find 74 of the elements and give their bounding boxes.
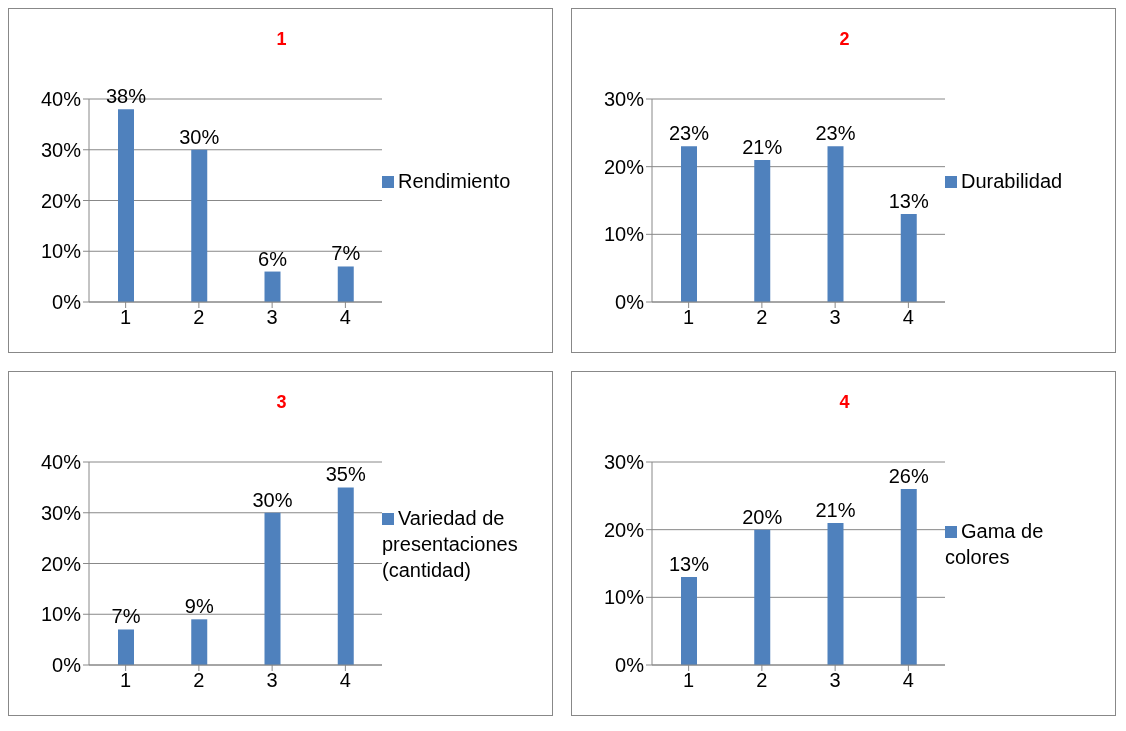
bar	[337, 487, 354, 665]
y-tick-label: 10%	[603, 586, 645, 609]
data-label: 26%	[888, 465, 929, 488]
y-tick-label: 10%	[603, 223, 645, 246]
bar	[754, 159, 771, 302]
y-tick-label: 10%	[40, 603, 82, 626]
bar	[264, 512, 281, 665]
y-tick-label: 10%	[40, 240, 82, 263]
bar	[827, 522, 844, 665]
chart-title: 4	[839, 392, 850, 412]
bar	[900, 214, 917, 302]
bar	[681, 146, 697, 302]
bar	[264, 271, 281, 302]
data-label: 13%	[668, 553, 710, 576]
x-tick-label: 2	[193, 669, 205, 692]
data-label: 7%	[331, 242, 361, 265]
data-label: 23%	[815, 122, 856, 145]
bar	[118, 109, 134, 302]
data-label: 20%	[742, 505, 783, 528]
bar	[118, 629, 134, 665]
data-label: 38%	[105, 85, 147, 108]
y-tick-label: 0%	[52, 654, 82, 677]
data-label: 21%	[815, 498, 856, 521]
y-tick-label: 20%	[40, 189, 82, 212]
y-tick-label: 40%	[40, 451, 82, 474]
data-label: 13%	[888, 190, 929, 213]
bar	[827, 146, 844, 302]
x-tick-label: 1	[120, 669, 132, 692]
y-tick-label: 0%	[615, 291, 645, 314]
y-tick-label: 20%	[40, 552, 82, 575]
y-tick-label: 20%	[603, 155, 645, 178]
chart-title: 3	[276, 392, 287, 412]
x-tick-label: 3	[266, 669, 278, 692]
data-label: 21%	[742, 135, 783, 158]
x-tick-label: 1	[683, 669, 695, 692]
data-label: 30%	[179, 125, 220, 148]
x-tick-label: 4	[339, 669, 351, 692]
y-tick-label: 40%	[40, 88, 82, 111]
x-tick-label: 1	[120, 306, 132, 329]
chart-title: 2	[839, 29, 850, 49]
bar	[191, 149, 208, 302]
y-tick-label: 0%	[52, 291, 82, 314]
y-tick-label: 20%	[603, 518, 645, 541]
x-tick-label: 2	[756, 669, 768, 692]
x-tick-label: 3	[829, 669, 841, 692]
y-tick-label: 30%	[603, 451, 645, 474]
data-label: 30%	[252, 488, 293, 511]
data-label: 35%	[325, 463, 366, 486]
data-label: 9%	[184, 595, 214, 618]
x-tick-label: 2	[756, 306, 768, 329]
x-tick-label: 2	[193, 306, 205, 329]
x-tick-label: 4	[902, 306, 914, 329]
y-tick-label: 30%	[40, 138, 82, 161]
bar	[900, 489, 917, 665]
x-tick-label: 3	[266, 306, 278, 329]
x-tick-label: 1	[683, 306, 695, 329]
legend-label: Gama de colores	[945, 519, 1044, 568]
legend-label: Variedad de presentaciones (cantidad)	[382, 506, 518, 581]
x-tick-label: 4	[902, 669, 914, 692]
x-tick-label: 3	[829, 306, 841, 329]
data-label: 7%	[111, 605, 141, 628]
data-label: 6%	[258, 247, 288, 270]
y-tick-label: 30%	[40, 501, 82, 524]
data-label: 23%	[668, 122, 710, 145]
x-tick-label: 4	[339, 306, 351, 329]
bar	[191, 619, 208, 665]
bar	[337, 266, 354, 302]
bar	[681, 577, 697, 665]
bar	[754, 529, 771, 665]
y-tick-label: 0%	[615, 654, 645, 677]
y-tick-label: 30%	[603, 88, 645, 111]
legend-label: Durabilidad	[961, 169, 1063, 192]
chart-title: 1	[276, 29, 287, 49]
legend-label: Rendimiento	[398, 169, 511, 192]
